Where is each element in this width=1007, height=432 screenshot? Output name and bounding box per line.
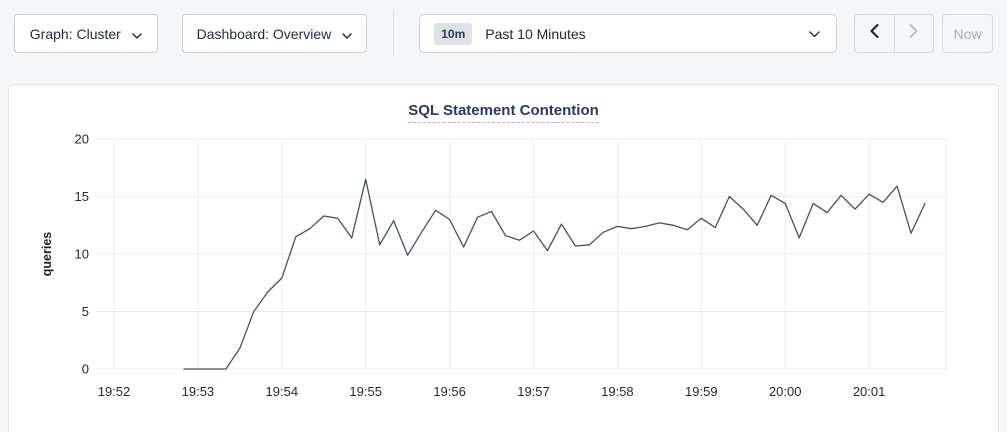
chart-card: SQL Statement Contention 0 5 10 15 20 19:52 19… — [8, 84, 999, 432]
svg-text:5: 5 — [82, 304, 89, 319]
dashboard-dropdown-label: Dashboard: Overview — [196, 25, 332, 42]
svg-text:19:58: 19:58 — [601, 384, 634, 399]
svg-text:0: 0 — [82, 362, 89, 377]
chevron-right-icon — [909, 24, 918, 43]
graph-dropdown[interactable]: Graph: Cluster — [14, 14, 158, 53]
time-nav-group — [854, 14, 935, 53]
line-chart[interactable]: 0 5 10 15 20 19:52 19:53 19:54 19:55 19:56 19:57 19… — [9, 85, 1000, 432]
toolbar-divider — [393, 11, 395, 56]
svg-text:20: 20 — [75, 132, 89, 147]
svg-text:19:53: 19:53 — [182, 384, 215, 399]
graph-dropdown-label: Graph: Cluster — [29, 25, 121, 42]
time-window-label: Past 10 Minutes — [485, 25, 586, 42]
svg-text:19:55: 19:55 — [349, 384, 382, 399]
svg-text:10: 10 — [75, 247, 89, 262]
chevron-left-icon — [870, 23, 879, 43]
svg-text:19:52: 19:52 — [98, 384, 131, 399]
next-time-button[interactable] — [893, 15, 933, 52]
svg-text:queries: queries — [40, 232, 54, 277]
time-window-badge: 10m — [434, 22, 473, 45]
chevron-down-icon — [132, 26, 142, 42]
svg-text:19:59: 19:59 — [685, 384, 718, 399]
prev-time-button[interactable] — [855, 15, 893, 52]
chevron-down-icon — [809, 25, 820, 43]
now-button[interactable]: Now — [942, 14, 993, 53]
svg-text:19:54: 19:54 — [266, 384, 299, 399]
svg-text:15: 15 — [75, 189, 89, 204]
chevron-down-icon — [342, 26, 352, 42]
chart-title-wrap: SQL Statement Contention — [9, 102, 998, 123]
chart-title[interactable]: SQL Statement Contention — [408, 102, 599, 123]
svg-text:20:00: 20:00 — [769, 384, 802, 399]
svg-text:19:56: 19:56 — [433, 384, 466, 399]
dashboard-dropdown[interactable]: Dashboard: Overview — [181, 14, 368, 53]
toolbar: Graph: Cluster Dashboard: Overview 10m P… — [14, 11, 993, 56]
svg-text:20:01: 20:01 — [853, 384, 886, 399]
time-range-picker[interactable]: 10m Past 10 Minutes — [419, 14, 838, 53]
svg-text:19:57: 19:57 — [517, 384, 550, 399]
